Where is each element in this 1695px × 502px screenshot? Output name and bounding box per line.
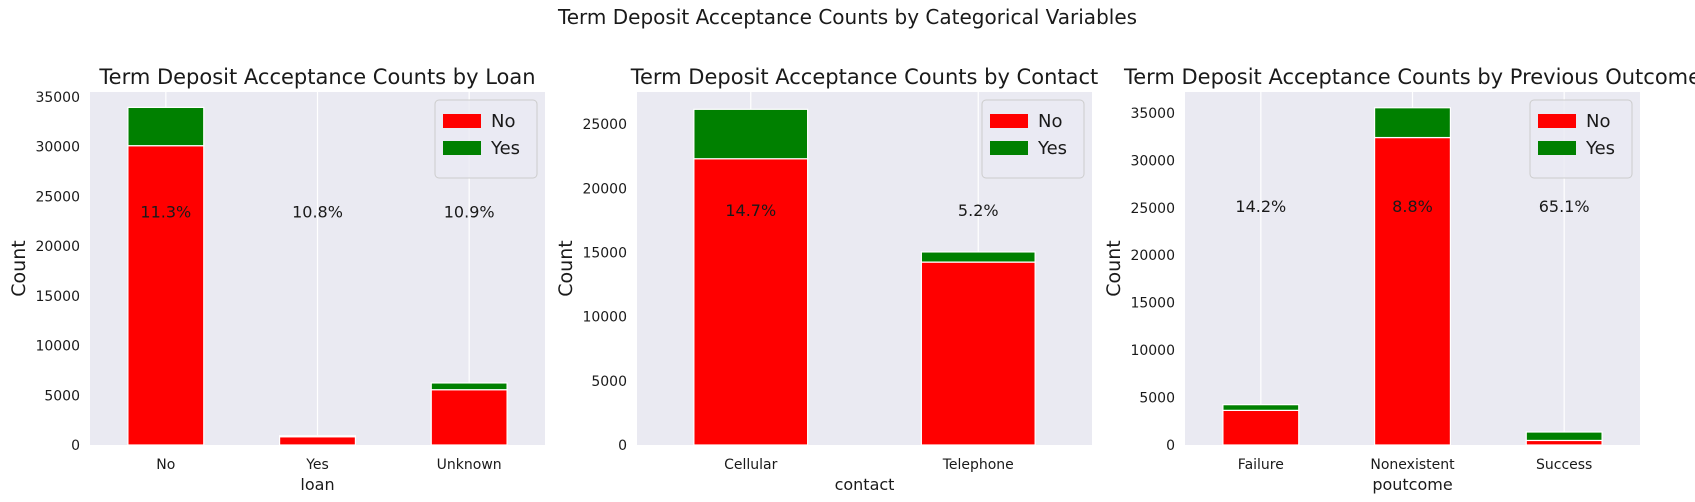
x-axis-label: loan	[300, 475, 334, 494]
bar-no-cellular	[693, 158, 809, 446]
legend-swatch-yes	[443, 141, 481, 155]
legend-box	[434, 99, 538, 179]
legend-swatch-no	[990, 114, 1028, 128]
legend: No Yes	[1529, 99, 1633, 179]
legend-label-no: No	[1038, 111, 1062, 132]
y-tick-label: 5000	[1139, 391, 1175, 407]
y-tick-label: 25000	[1130, 201, 1175, 217]
legend: No Yes	[981, 99, 1085, 179]
x-tick-label: Yes	[305, 457, 329, 473]
chart-1: 11.3% 10.8% 10.9% 0 5000 10000 15000 20000 25000…	[8, 65, 545, 494]
y-tick-label: 35000	[1130, 106, 1175, 122]
legend-label-yes: Yes	[1585, 138, 1615, 159]
y-tick-label: 30000	[1130, 153, 1175, 169]
y-tick-label: 5000	[591, 374, 627, 390]
y-axis-label: Count	[1103, 240, 1125, 296]
x-axis-label: poutcome	[1372, 475, 1452, 494]
bar-yes-yes	[278, 435, 357, 438]
chart-2: 14.7% 5.2% 0 5000 10000 15000 20000 25000 Cellul…	[555, 65, 1098, 494]
percentage-label: 10.8%	[292, 202, 343, 221]
y-tick-label: 15000	[35, 289, 80, 305]
legend-label-yes: Yes	[1037, 138, 1067, 159]
bar-no-nonexistent	[1373, 136, 1452, 446]
chart-title: Term Deposit Acceptance Counts by Loan	[98, 65, 535, 89]
bar-no-telephone	[920, 261, 1036, 446]
percentage-label: 8.8%	[1392, 197, 1433, 216]
y-axis-label: Count	[555, 240, 577, 296]
x-tick-label: Failure	[1238, 457, 1284, 473]
y-tick-label: 25000	[35, 189, 80, 205]
percentage-label: 14.7%	[725, 201, 776, 220]
x-axis-label: contact	[835, 475, 895, 494]
y-tick-label: 25000	[582, 117, 627, 133]
bar-yes-nonexistent	[1373, 107, 1452, 139]
bar-yes-unknown	[430, 382, 508, 391]
bar-no-yes	[278, 436, 357, 446]
bar-no-failure	[1222, 409, 1300, 446]
bar-yes-no	[127, 106, 205, 147]
bar-no-unknown	[430, 389, 508, 446]
chart-title: Term Deposit Acceptance Counts by Previo…	[1123, 65, 1695, 89]
y-tick-label: 15000	[582, 245, 627, 261]
chart-title: Term Deposit Acceptance Counts by Contac…	[630, 65, 1099, 89]
y-axis-label: Count	[8, 240, 30, 296]
legend-swatch-no	[443, 114, 481, 128]
y-tick-label: 10000	[35, 339, 80, 355]
figure-suptitle: Term Deposit Acceptance Counts by Catego…	[557, 5, 1138, 29]
bar-no-no	[127, 145, 205, 446]
chart-3: 14.2% 8.8% 65.1% 0 5000 10000 15000 20000 25000 3…	[1103, 65, 1695, 494]
x-tick-label: Nonexistent	[1370, 457, 1455, 473]
y-tick-label: 15000	[1130, 296, 1175, 312]
bar-yes-failure	[1222, 404, 1300, 411]
x-tick-label: Cellular	[724, 457, 778, 473]
legend-box	[1529, 99, 1633, 179]
bar-yes-cellular	[693, 108, 809, 160]
y-tick-label: 10000	[582, 310, 627, 326]
percentage-label: 65.1%	[1539, 197, 1590, 216]
y-tick-label: 10000	[1130, 343, 1175, 359]
percentage-label: 11.3%	[140, 202, 191, 221]
legend-label-no: No	[491, 111, 515, 132]
y-tick-label: 5000	[44, 388, 80, 404]
bar-yes-telephone	[920, 251, 1036, 263]
percentage-label: 14.2%	[1235, 197, 1286, 216]
percentage-label: 10.9%	[444, 202, 495, 221]
percentage-label: 5.2%	[958, 201, 999, 220]
x-tick-label: No	[156, 457, 175, 473]
legend-swatch-yes	[1538, 141, 1576, 155]
y-tick-label: 30000	[35, 140, 80, 156]
x-tick-label: Telephone	[942, 457, 1014, 473]
y-tick-label: 0	[618, 438, 627, 454]
y-tick-label: 20000	[35, 239, 80, 255]
legend-swatch-no	[1538, 114, 1576, 128]
legend-box	[981, 99, 1085, 179]
y-tick-label: 0	[71, 438, 80, 454]
y-tick-label: 35000	[35, 90, 80, 106]
legend-label-yes: Yes	[490, 138, 520, 159]
bar-yes-success	[1525, 431, 1603, 442]
legend: No Yes	[434, 99, 538, 179]
y-tick-label: 0	[1166, 438, 1175, 454]
y-tick-label: 20000	[1130, 248, 1175, 264]
legend-label-no: No	[1586, 111, 1610, 132]
y-tick-label: 20000	[582, 181, 627, 197]
x-tick-label: Unknown	[437, 457, 502, 473]
legend-swatch-yes	[990, 141, 1028, 155]
bar-no-success	[1525, 439, 1603, 446]
x-tick-label: Success	[1536, 457, 1592, 473]
